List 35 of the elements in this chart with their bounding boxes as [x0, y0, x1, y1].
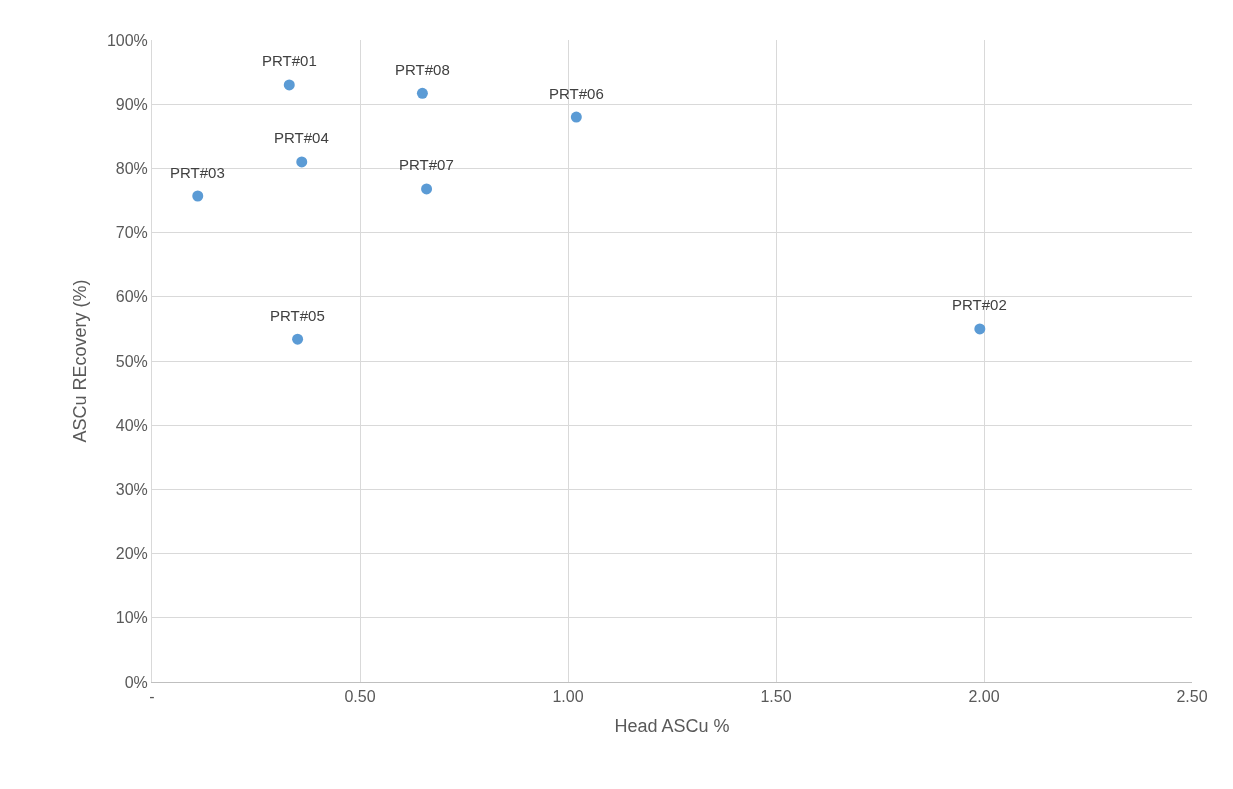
annotation: PRT#05 [270, 307, 325, 324]
y-tick-label: 60% [115, 288, 148, 306]
x-tick-label: 0.50 [344, 688, 376, 706]
x-tick-label: 1.00 [552, 688, 584, 706]
annotation: PRT#01 [262, 52, 317, 69]
point [570, 111, 582, 123]
x-axis-title: Head ASCu % [614, 716, 730, 737]
point [283, 79, 295, 91]
x-tick-label: - [149, 688, 155, 706]
point [192, 190, 204, 202]
point [292, 333, 304, 345]
point [296, 156, 308, 168]
y-tick-label: 40% [115, 416, 148, 434]
annotation: PRT#07 [399, 156, 454, 173]
y-tick-label: 0% [124, 673, 148, 691]
y-tick-label: 10% [115, 609, 148, 627]
annotation: PRT#06 [549, 85, 604, 102]
y-tick-label: 70% [115, 224, 148, 242]
x-tick-label: 2.50 [1176, 688, 1208, 706]
point [974, 323, 986, 335]
annotation: PRT#08 [395, 61, 450, 78]
y-tick-label: 50% [115, 352, 148, 370]
y-tick-label: 20% [115, 545, 148, 563]
y-tick-label: 100% [106, 31, 148, 49]
x-tick-label: 2.00 [968, 688, 1000, 706]
annotation: PRT#03 [170, 164, 225, 181]
annotation: PRT#04 [274, 129, 329, 146]
x-tick-label: 1.50 [760, 688, 792, 706]
y-axis-title: ASCu REcovery (%) [70, 279, 91, 443]
annotation: PRT#02 [952, 296, 1007, 313]
point [416, 87, 428, 99]
y-tick-label: 90% [115, 95, 148, 113]
y-tick-label: 80% [115, 160, 148, 177]
point [421, 183, 433, 195]
y-tick-label: 30% [115, 481, 148, 498]
